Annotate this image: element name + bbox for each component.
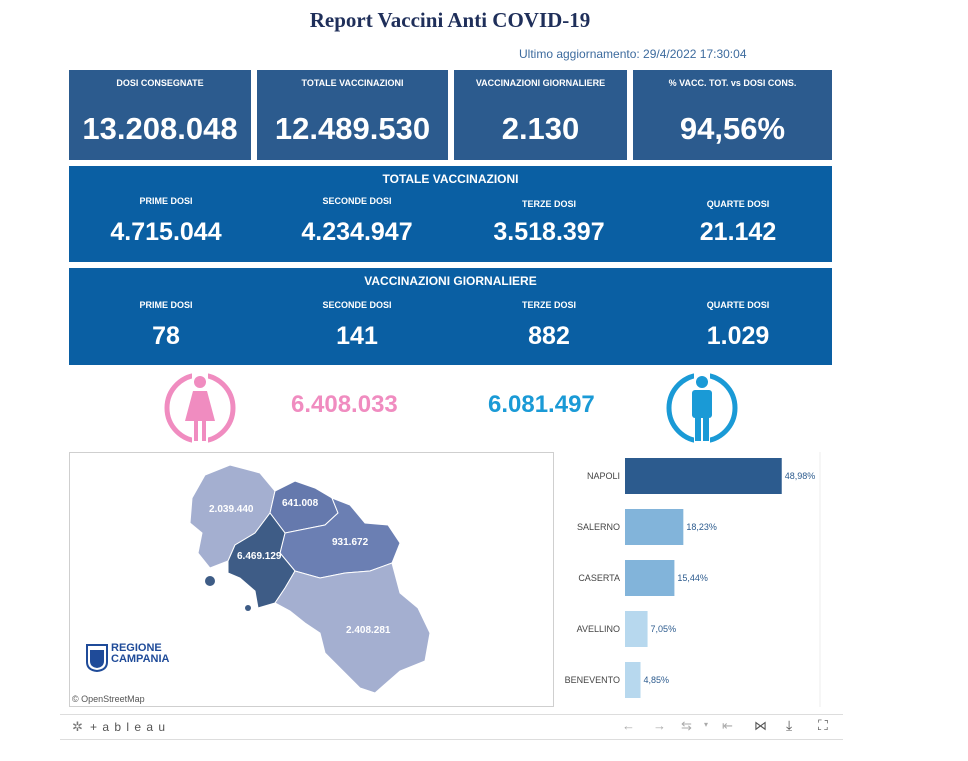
stat-value: 4.234.947 xyxy=(301,218,413,246)
terze-dosi-stat: TERZE DOSI 3.518.397 xyxy=(454,199,644,247)
male-total: 6.081.497 xyxy=(488,391,595,418)
bar-salerno[interactable] xyxy=(625,509,684,545)
bar-avellino[interactable] xyxy=(625,611,648,647)
map-attribution[interactable]: © OpenStreetMap xyxy=(72,694,145,704)
stat-label: PRIME DOSI xyxy=(139,300,193,310)
redo-icon[interactable]: → xyxy=(653,718,666,733)
panel-title: TOTALE VACCINAZIONI xyxy=(382,172,519,186)
prime-dosi-stat: PRIME DOSI 78 xyxy=(71,300,261,351)
download-icon[interactable]: ⤓ xyxy=(786,717,793,733)
kpi-value: 94,56% xyxy=(679,111,786,146)
kpi-label: % VACC. TOT. vs DOSI CONS. xyxy=(668,78,797,88)
stat-value: 141 xyxy=(336,322,378,350)
map-label-benevento: 641.008 xyxy=(282,498,319,509)
female-total: 6.408.033 xyxy=(291,391,398,418)
share-icon[interactable]: ⋈ xyxy=(754,718,767,733)
map-svg xyxy=(189,464,431,694)
tableau-toolbar: ✲ + a b l e a u ← → ⇆ ▾ ⇤ ⋈ ⤓ ⛶ xyxy=(60,714,843,740)
logo-text: REGIONE CAMPANIA xyxy=(111,643,169,665)
revert-icon[interactable]: ⇆ xyxy=(681,718,692,733)
logo-line-1: REGIONE xyxy=(111,642,162,654)
kpi-label: TOTALE VACCINAZIONI xyxy=(301,78,404,88)
stat-label: TERZE DOSI xyxy=(521,300,576,310)
last-update-text: Ultimo aggiornamento: 29/4/2022 17:30:04 xyxy=(519,47,747,61)
kpi-label: DOSI CONSEGNATE xyxy=(116,78,204,88)
stat-label: QUARTE DOSI xyxy=(706,199,770,209)
fullscreen-icon[interactable]: ⛶ xyxy=(818,717,828,733)
page-title: Report Vaccini Anti COVID-19 xyxy=(309,8,591,32)
bar-category-label: CASERTA xyxy=(578,573,620,583)
quarte-dosi-stat: QUARTE DOSI 21.142 xyxy=(643,199,833,247)
bar-category-label: NAPOLI xyxy=(587,471,620,481)
seconde-dosi-stat: SECONDE DOSI 4.234.947 xyxy=(262,196,452,247)
bar-category-label: BENEVENTO xyxy=(565,675,620,685)
seconde-dosi-stat: SECONDE DOSI 141 xyxy=(262,300,452,351)
logo-line-2: CAMPANIA xyxy=(111,653,170,665)
stat-value: 1.029 xyxy=(706,322,770,350)
stat-value: 3.518.397 xyxy=(493,218,605,246)
province-bar-chart: NAPOLI 48,98% SALERNO 18,23% CASERTA 15,44% AV… xyxy=(565,452,821,707)
stat-value: 4.715.044 xyxy=(110,218,222,246)
stat-label: PRIME DOSI xyxy=(139,196,193,206)
kpi-value: 12.489.530 xyxy=(274,111,431,146)
bar-value-label: 48,98% xyxy=(785,471,816,481)
bar-category-label: SALERNO xyxy=(577,522,620,532)
chevron-down-icon[interactable]: ▾ xyxy=(704,720,709,729)
regione-campania-logo xyxy=(86,644,108,672)
stat-label: SECONDE DOSI xyxy=(322,300,392,310)
stat-value: 882 xyxy=(528,322,570,350)
stat-label: QUARTE DOSI xyxy=(706,300,770,310)
kpi-value: 13.208.048 xyxy=(82,111,238,146)
map-label-salerno: 2.408.281 xyxy=(346,625,391,636)
bar-value-label: 15,44% xyxy=(677,573,708,583)
bar-value-label: 4,85% xyxy=(644,675,670,685)
kpi-value: 2.130 xyxy=(501,111,580,146)
tableau-logo-icon: ✲ xyxy=(72,719,83,734)
panel-title: VACCINAZIONI GIORNALIERE xyxy=(364,274,537,288)
prime-dosi-stat: PRIME DOSI 4.715.044 xyxy=(71,196,261,247)
vaccinazioni-giornaliere-panel: VACCINAZIONI GIORNALIERE PRIME DOSI 78 S… xyxy=(69,268,832,365)
male-icon xyxy=(666,371,738,445)
stat-value: 21.142 xyxy=(699,218,777,246)
campania-map[interactable]: 2.039.440 641.008 931.672 6.469.129 2.40… xyxy=(69,452,554,707)
stat-label: TERZE DOSI xyxy=(521,199,576,209)
female-icon xyxy=(164,371,236,445)
bar-category-label: AVELLINO xyxy=(577,624,620,634)
kpi-percentuale: % VACC. TOT. vs DOSI CONS. 94,56% xyxy=(633,70,832,160)
bar-benevento[interactable] xyxy=(625,662,641,698)
bar-value-label: 7,05% xyxy=(651,624,677,634)
kpi-totale-vaccinazioni: TOTALE VACCINAZIONI 12.489.530 xyxy=(257,70,448,160)
pause-icon[interactable]: ⇤ xyxy=(722,718,733,733)
bar-caserta[interactable] xyxy=(625,560,675,596)
province-salerno[interactable] xyxy=(274,562,431,694)
tableau-brand[interactable]: + a b l e a u xyxy=(90,720,167,734)
map-label-avellino: 931.672 xyxy=(332,537,369,548)
island-ischia xyxy=(205,576,215,586)
totale-vaccinazioni-panel: TOTALE VACCINAZIONI PRIME DOSI 4.715.044… xyxy=(69,166,832,262)
map-label-caserta: 2.039.440 xyxy=(209,504,254,515)
quarte-dosi-stat: QUARTE DOSI 1.029 xyxy=(643,300,833,351)
bar-value-label: 18,23% xyxy=(686,522,717,532)
undo-icon[interactable]: ← xyxy=(622,718,635,733)
map-label-napoli: 6.469.129 xyxy=(237,551,282,562)
kpi-dosi-consegnate: DOSI CONSEGNATE 13.208.048 xyxy=(69,70,251,160)
bar-napoli[interactable] xyxy=(625,458,782,494)
stat-value: 78 xyxy=(152,322,180,350)
kpi-label: VACCINAZIONI GIORNALIERE xyxy=(475,78,606,88)
island-capri xyxy=(245,605,251,611)
terze-dosi-stat: TERZE DOSI 882 xyxy=(454,300,644,351)
stat-label: SECONDE DOSI xyxy=(322,196,392,206)
kpi-vaccinazioni-giornaliere: VACCINAZIONI GIORNALIERE 2.130 xyxy=(454,70,627,160)
